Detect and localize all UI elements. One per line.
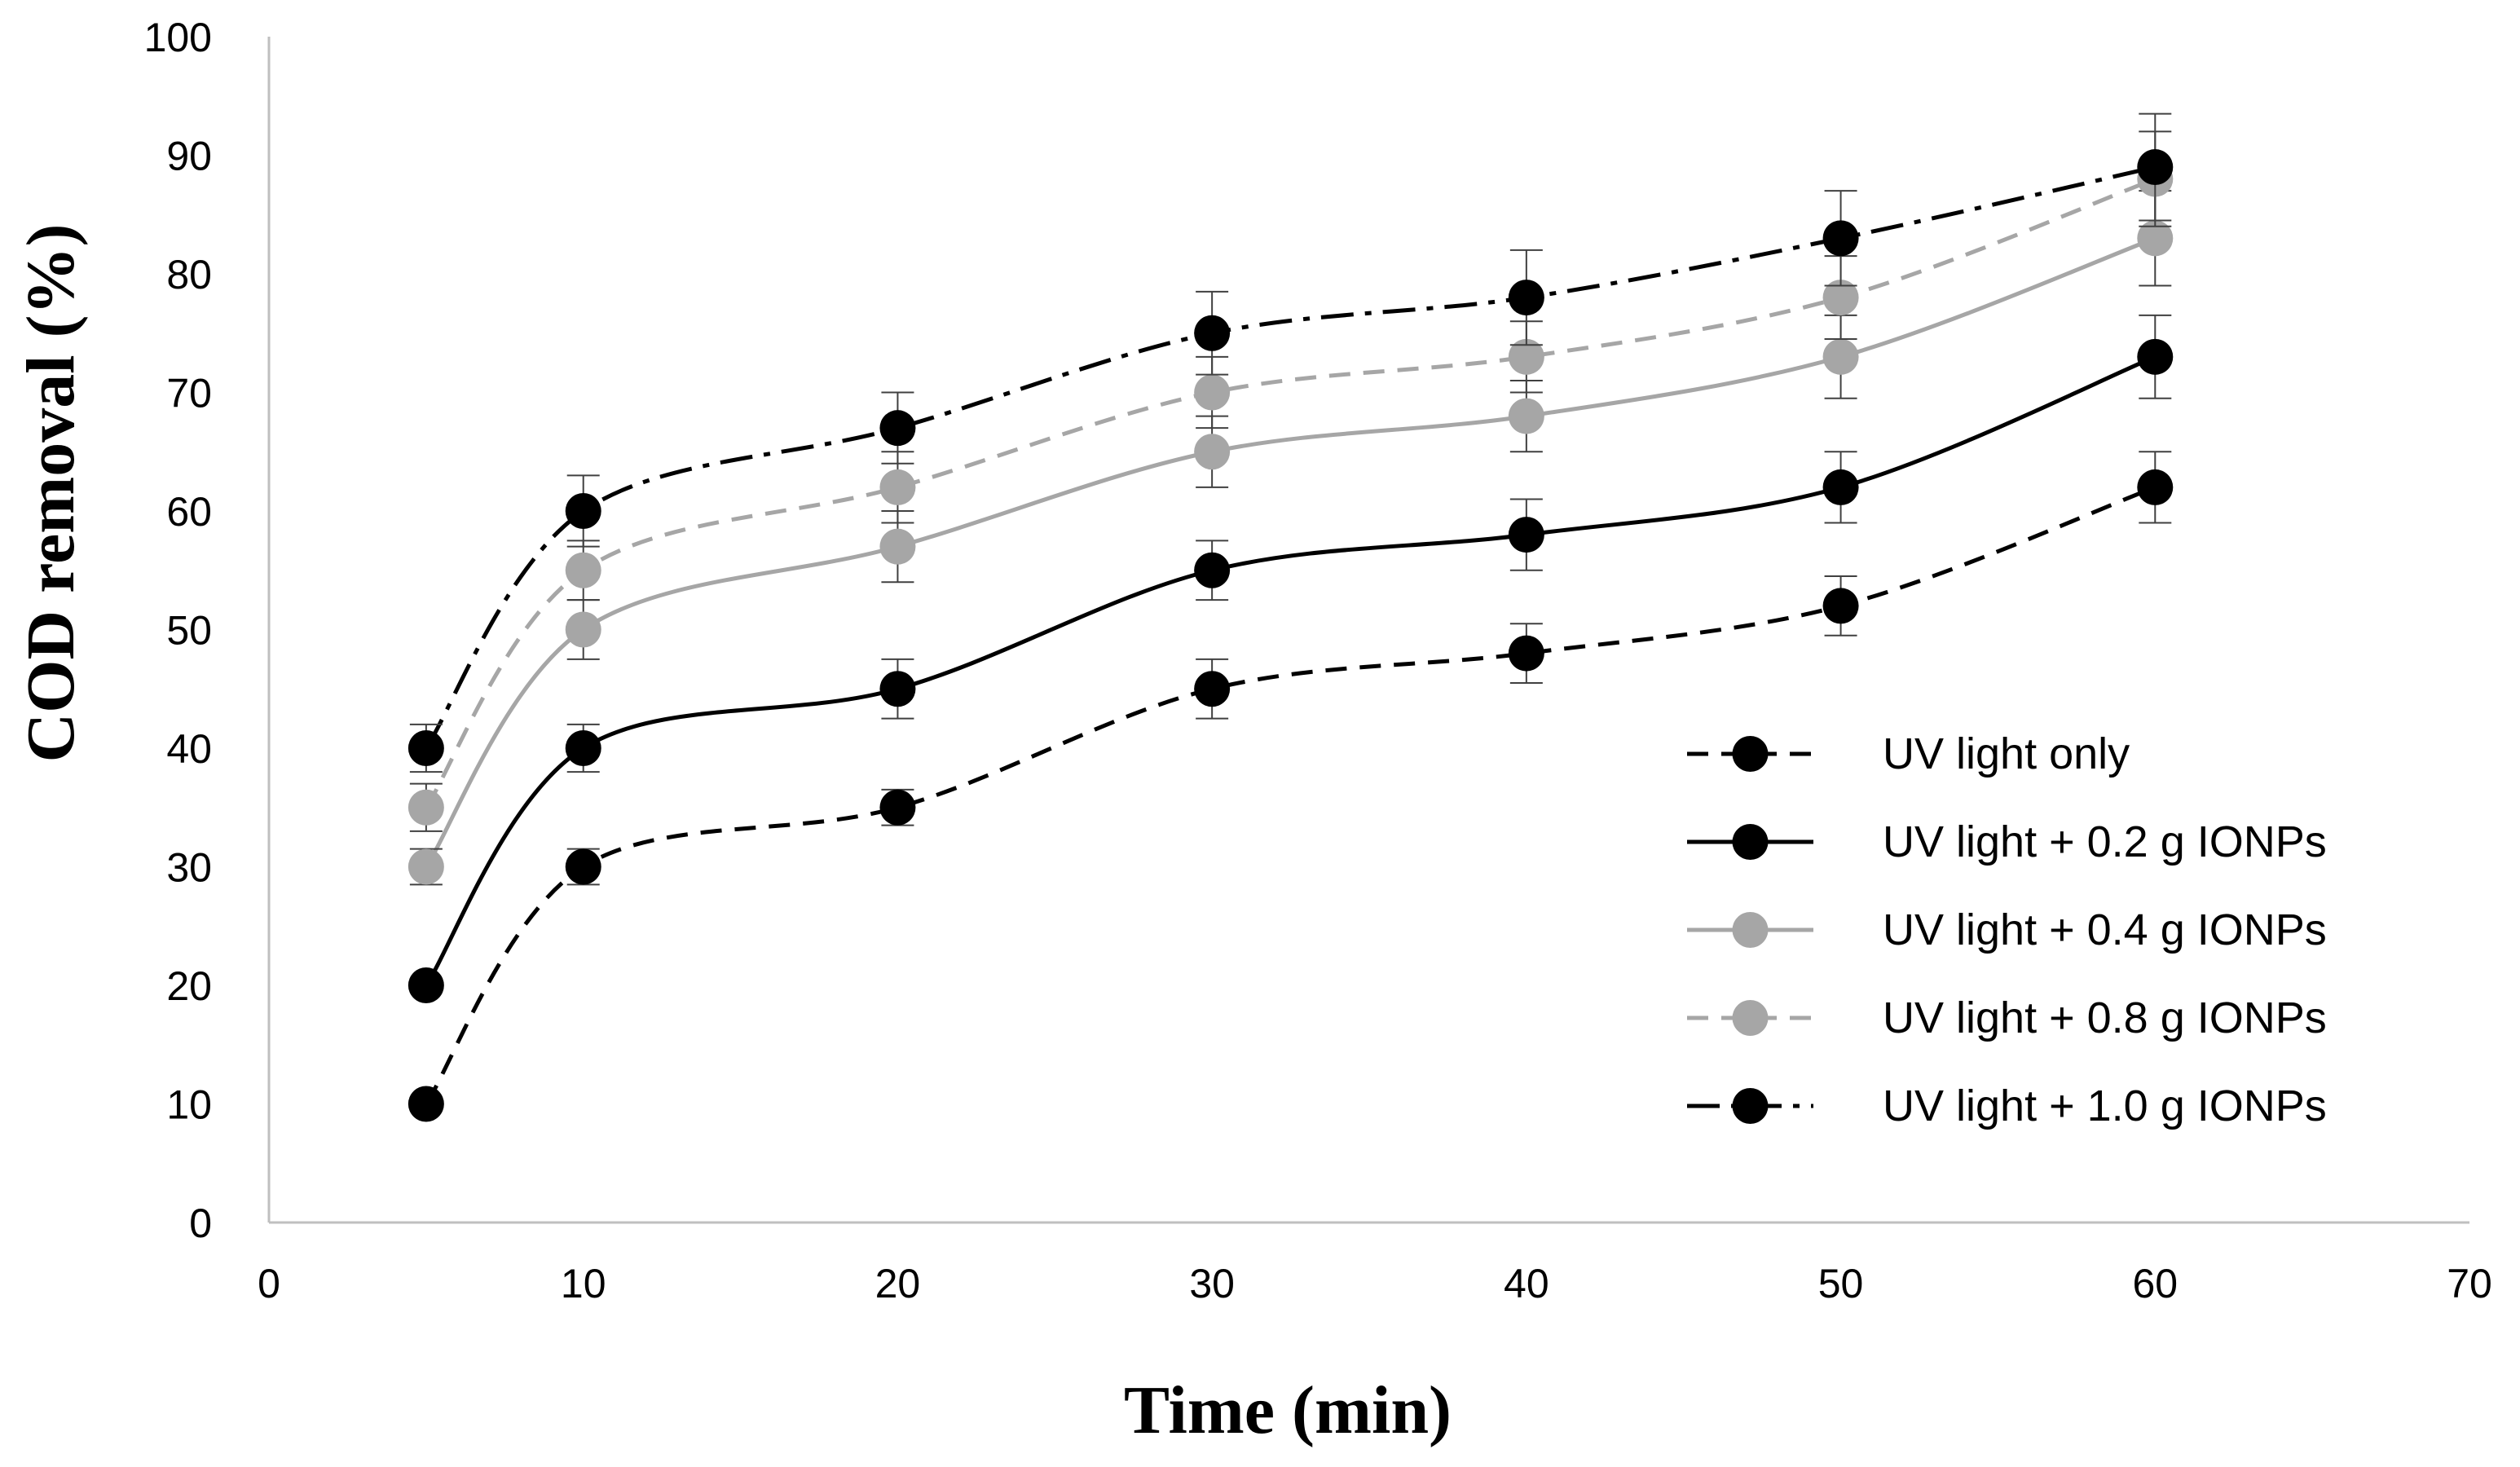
legend-swatch-marker	[1732, 1000, 1769, 1036]
data-point	[1822, 469, 1859, 505]
legend-label: UV light + 1.0 g IONPs	[1883, 1082, 2327, 1130]
legend-item: UV light + 0.4 g IONPs	[1687, 905, 2327, 954]
data-point	[565, 493, 601, 529]
legend-item: UV light + 0.2 g IONPs	[1687, 817, 2327, 866]
data-point	[1508, 517, 1544, 553]
series-4	[408, 130, 2174, 832]
legend-label: UV light only	[1883, 729, 2130, 778]
data-point	[408, 848, 444, 885]
legend-swatch-marker	[1732, 824, 1769, 860]
data-point	[2137, 338, 2174, 375]
legend-item: UV light + 1.0 g IONPs	[1687, 1082, 2327, 1130]
legend-item: UV light only	[1687, 729, 2130, 778]
series-line	[424, 177, 2157, 809]
y-tick-label: 20	[166, 963, 212, 1009]
data-point	[1822, 280, 1859, 316]
series-5	[408, 112, 2174, 773]
x-tick-labels: 0 10 20 30 40 50 60 70	[258, 1261, 2492, 1306]
data-point	[1194, 671, 1231, 707]
data-point	[879, 789, 916, 826]
legend-swatch-marker	[1732, 736, 1769, 772]
data-point	[879, 528, 916, 565]
data-point	[1194, 552, 1231, 588]
y-tick-label: 90	[166, 134, 212, 179]
y-tick-labels: 0 10 20 30 40 50 60 70 80 90 100	[144, 15, 212, 1246]
data-point	[2137, 149, 2174, 186]
data-point	[408, 1086, 444, 1122]
y-axis-title: COD removal (%)	[13, 224, 89, 763]
series-layer	[408, 112, 2174, 1122]
x-tick-label: 70	[2447, 1261, 2492, 1306]
series-1	[408, 451, 2174, 1122]
x-tick-label: 60	[2132, 1261, 2178, 1306]
legend-swatch-marker	[1732, 912, 1769, 948]
y-tick-label: 30	[166, 845, 212, 891]
x-tick-label: 0	[258, 1261, 280, 1306]
data-point	[565, 848, 601, 885]
data-point	[1194, 374, 1231, 411]
data-point	[1508, 635, 1544, 672]
y-tick-label: 50	[166, 608, 212, 654]
y-tick-label: 40	[166, 726, 212, 772]
series-2	[408, 314, 2174, 1003]
axes	[267, 37, 2469, 1224]
data-point	[1822, 588, 1859, 624]
y-tick-label: 10	[166, 1082, 212, 1128]
data-point	[879, 671, 916, 707]
legend-label: UV light + 0.4 g IONPs	[1883, 905, 2327, 954]
data-point	[1508, 398, 1544, 434]
legend-swatch-marker	[1732, 1088, 1769, 1124]
legend-item: UV light + 0.8 g IONPs	[1687, 993, 2327, 1042]
series-line	[424, 165, 2156, 750]
y-tick-label: 60	[166, 489, 212, 535]
data-point	[408, 730, 444, 766]
data-point	[1822, 220, 1859, 257]
data-point	[1508, 338, 1544, 375]
x-tick-label: 30	[1189, 1261, 1235, 1306]
data-point	[1822, 338, 1859, 375]
data-point	[1508, 280, 1544, 316]
y-tick-label: 80	[166, 252, 212, 297]
data-point	[879, 469, 916, 505]
legend: UV light only UV light + 0.2 g IONPs UV li…	[1687, 729, 2327, 1130]
data-point	[1194, 315, 1231, 351]
y-tick-label: 0	[189, 1200, 212, 1246]
data-point	[408, 967, 444, 1003]
y-tick-label: 100	[144, 15, 212, 60]
data-point	[565, 611, 601, 648]
data-point	[408, 789, 444, 826]
x-tick-label: 10	[561, 1261, 606, 1306]
data-point	[565, 730, 601, 766]
x-axis-title: Time (min)	[1124, 1372, 1452, 1448]
legend-label: UV light + 0.2 g IONPs	[1883, 817, 2327, 866]
x-tick-label: 40	[1504, 1261, 1549, 1306]
data-point	[2137, 220, 2174, 257]
data-point	[2137, 469, 2174, 505]
data-point	[1194, 434, 1231, 470]
x-tick-label: 20	[875, 1261, 921, 1306]
legend-label: UV light + 0.8 g IONPs	[1883, 993, 2327, 1042]
series-line	[424, 355, 2157, 987]
series-3	[408, 190, 2174, 886]
data-point	[565, 552, 601, 588]
data-point	[879, 410, 916, 447]
y-tick-label: 70	[166, 371, 212, 416]
x-tick-label: 50	[1818, 1261, 1864, 1306]
